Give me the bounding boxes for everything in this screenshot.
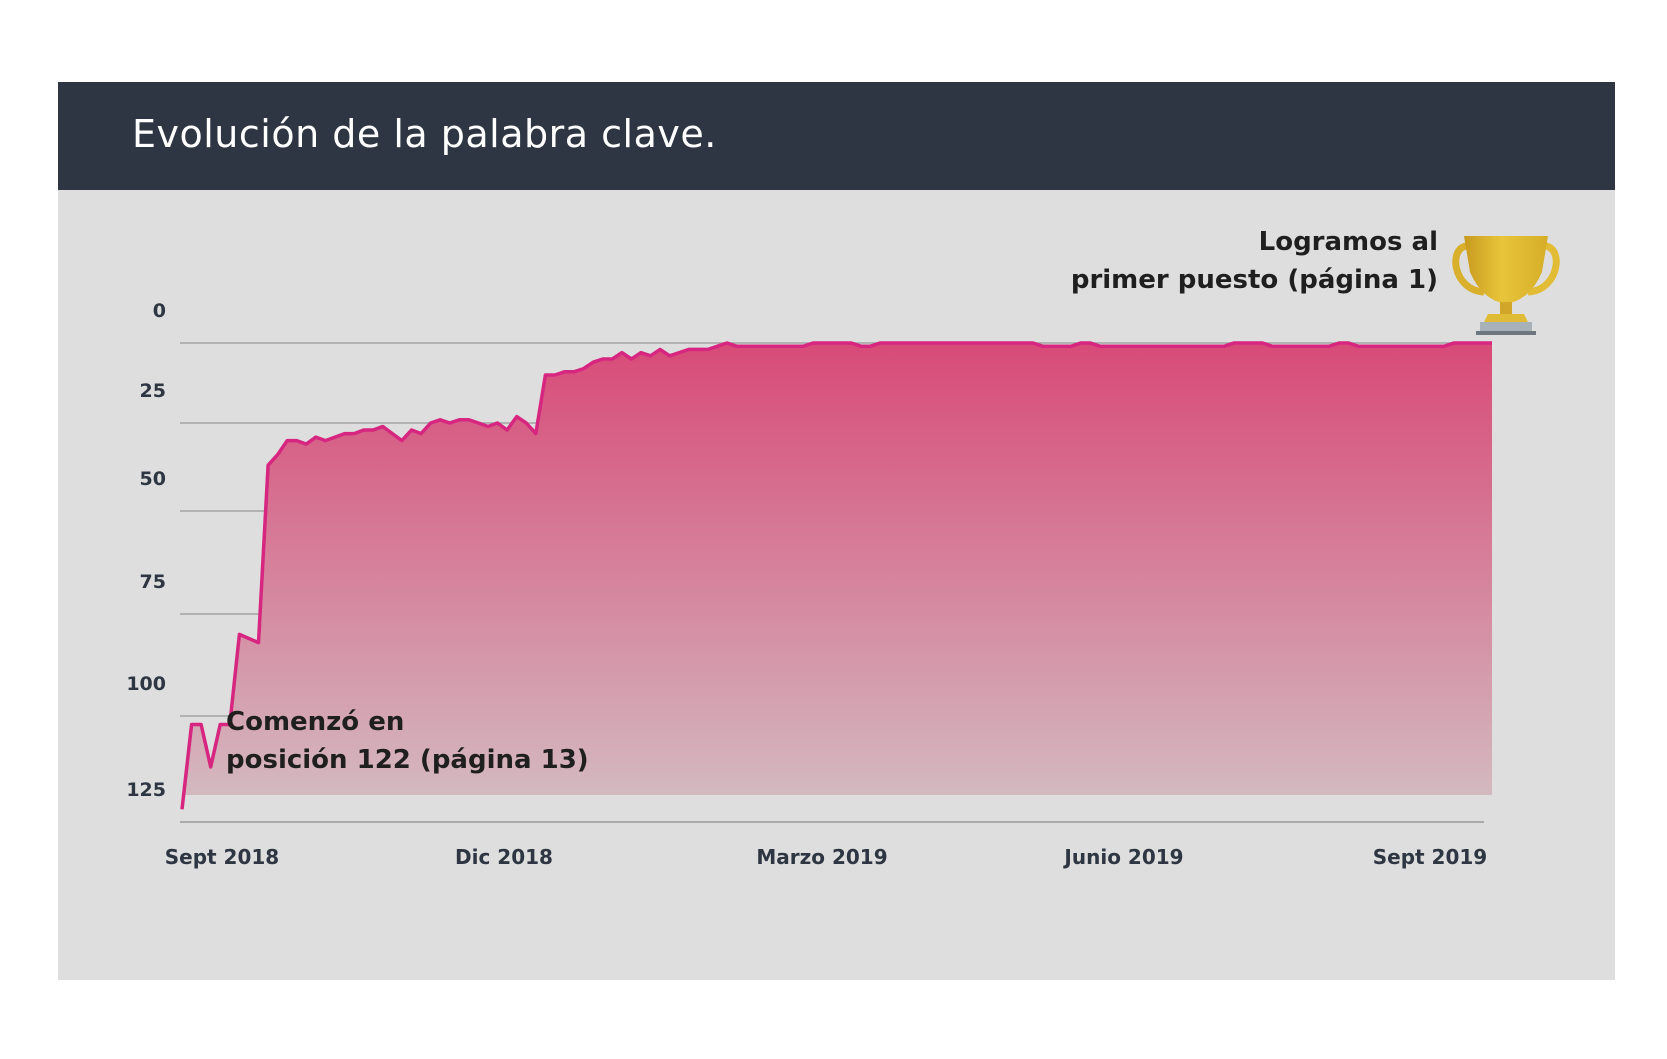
y-axis-labels: 0 25 50 75 100 125 (126, 300, 166, 801)
chart-header (58, 82, 1615, 190)
x-tick-label: Sept 2019 (1373, 845, 1487, 869)
series-line (180, 341, 1492, 810)
x-tick-label: Dic 2018 (455, 845, 553, 869)
y-tick-label: 75 (140, 571, 166, 593)
y-tick-label: 0 (153, 300, 166, 322)
trophy-icon (1452, 236, 1560, 335)
x-axis-labels: Sept 2018 Dic 2018 Marzo 2019 Junio 2019 Sep… (165, 845, 1487, 869)
x-tick-label: Sept 2018 (165, 845, 279, 869)
x-tick-label: Marzo 2019 (756, 845, 887, 869)
y-tick-label: 125 (126, 779, 166, 801)
y-tick-label: 100 (126, 673, 166, 695)
chart-title: Evolución de la palabra clave. (132, 112, 717, 156)
area-layer (180, 341, 1492, 810)
y-tick-label: 25 (140, 380, 166, 402)
end-annotation-line-1: Logramos al (1259, 227, 1438, 257)
y-tick-label: 50 (140, 468, 166, 490)
start-annotation-line-2: posición 122 (página 13) (226, 745, 589, 775)
start-annotation-line-1: Comenzó en (226, 707, 404, 737)
series-area (182, 343, 1492, 810)
x-tick-label: Junio 2019 (1062, 845, 1183, 869)
end-annotation-line-2: primer puesto (página 1) (1071, 265, 1438, 295)
